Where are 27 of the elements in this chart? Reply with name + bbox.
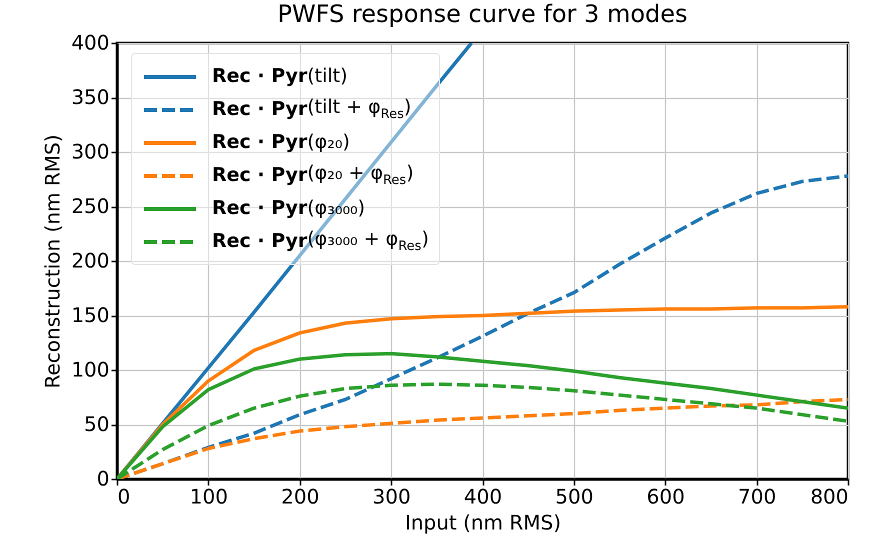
x-tick-label: 300 <box>372 484 411 508</box>
x-tick-label: 700 <box>738 484 776 508</box>
x-tick-label: 200 <box>281 484 320 508</box>
x-tick-label: 600 <box>646 484 685 508</box>
legend-label: Rec · Pyr(φ₃₀₀₀ + φ$_{Res}$) <box>212 228 429 254</box>
legend-label: Rec · Pyr(φ₂₀ + φ$_{Res}$) <box>212 162 414 188</box>
y-tick-label: 50 <box>84 412 110 436</box>
y-tick-label: 200 <box>71 248 110 272</box>
y-tick-label: 300 <box>71 140 110 164</box>
x-tick-label: 100 <box>190 484 228 508</box>
x-axis-title: Input (nm RMS) <box>404 510 562 534</box>
y-tick-label: 350 <box>71 85 110 109</box>
chart-title: PWFS response curve for 3 modes <box>277 0 688 28</box>
y-tick-label: 400 <box>71 30 110 54</box>
legend-label: Rec · Pyr(φ₂₀) <box>212 131 350 153</box>
y-tick-label: 150 <box>71 303 110 327</box>
legend-label: Rec · Pyr(tilt) <box>212 65 348 87</box>
y-axis-title: Reconstruction (nm RMS) <box>40 134 64 389</box>
y-tick-label: 250 <box>71 194 110 218</box>
y-tick-label: 100 <box>71 358 110 382</box>
legend-label: Rec · Pyr(tilt + φ$_{Res}$) <box>212 96 412 122</box>
x-tick-label: 500 <box>555 484 594 508</box>
x-tick-label: 0 <box>118 484 130 508</box>
y-tick-label: 0 <box>96 466 110 490</box>
legend-label: Rec · Pyr(φ₃₀₀₀) <box>212 197 366 219</box>
x-tick-label: 800 <box>810 484 848 508</box>
x-tick-label: 400 <box>464 484 502 508</box>
